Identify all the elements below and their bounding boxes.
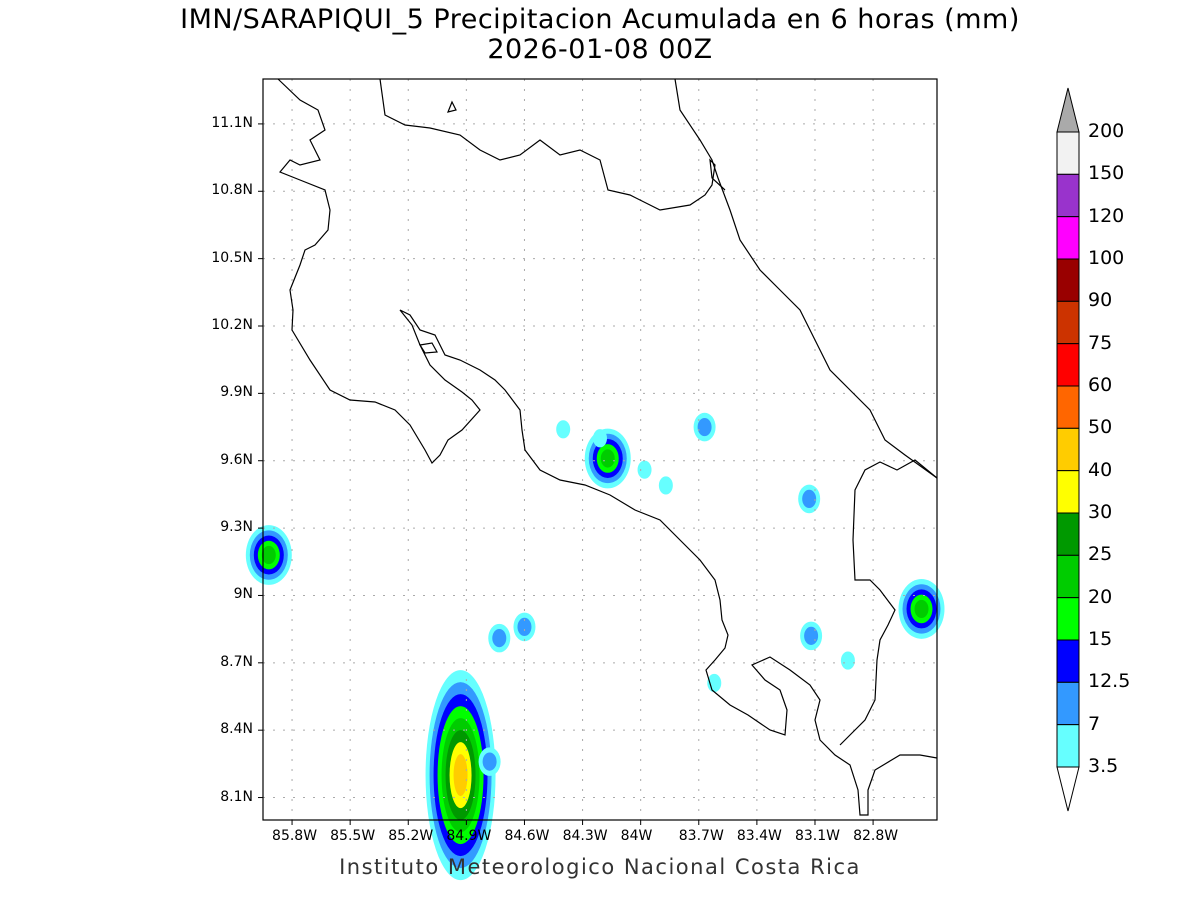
coastline bbox=[379, 78, 726, 211]
lon-tick-label: 83.1W bbox=[794, 828, 840, 844]
colorbar-label: 50 bbox=[1088, 416, 1113, 439]
precip-contour bbox=[261, 545, 276, 565]
lat-tick-label: 9.9N bbox=[220, 384, 253, 401]
colorbar-segment bbox=[1056, 554, 1080, 599]
colorbar-segment bbox=[1056, 131, 1080, 175]
lon-tick-label: 85.8W bbox=[272, 828, 318, 844]
lat-tick-label: 8.4N bbox=[220, 721, 253, 738]
lon-tick-label: 83.7W bbox=[678, 828, 724, 844]
lat-tick-label: 8.1N bbox=[220, 788, 253, 805]
coastline bbox=[277, 78, 938, 816]
colorbar-label: 90 bbox=[1088, 289, 1113, 312]
colorbar-label: 15 bbox=[1088, 628, 1113, 650]
lat-tick-label: 9.6N bbox=[220, 451, 253, 468]
coastline bbox=[839, 459, 938, 746]
lon-tick-label: 84.3W bbox=[562, 828, 608, 844]
precip-contour bbox=[658, 476, 673, 495]
precip-contour bbox=[697, 417, 712, 437]
lon-tick-label: 84.9W bbox=[446, 828, 492, 844]
lat-tick-label: 8.7N bbox=[220, 653, 253, 670]
colorbar-segment bbox=[1056, 597, 1080, 641]
lon-tick-label: 85.2W bbox=[388, 828, 434, 844]
colorbar-label: 100 bbox=[1088, 247, 1125, 269]
colorbar-label: 30 bbox=[1088, 501, 1113, 523]
lat-tick-label: 9.3N bbox=[220, 519, 253, 536]
colorbar-label: 150 bbox=[1088, 162, 1125, 185]
coastline bbox=[447, 100, 457, 113]
colorbar-segment bbox=[1056, 470, 1080, 514]
precip-contour bbox=[556, 420, 571, 439]
precip-contour bbox=[482, 752, 497, 771]
coastline bbox=[674, 78, 938, 479]
lon-tick-label: 82.8W bbox=[853, 828, 899, 844]
lon-tick-label: 84W bbox=[620, 828, 653, 844]
colorbar-segment bbox=[1056, 343, 1080, 387]
precip-contour bbox=[914, 599, 929, 619]
precip-contour bbox=[517, 617, 532, 636]
map-frame bbox=[262, 78, 938, 821]
precip-contour bbox=[600, 449, 615, 468]
colorbar-segment bbox=[1056, 300, 1080, 345]
precip-contour bbox=[802, 489, 817, 508]
precip-contour bbox=[840, 651, 855, 670]
colorbar-label: 120 bbox=[1088, 204, 1125, 227]
lat-tick-label: 9N bbox=[233, 586, 253, 603]
colorbar-label: 75 bbox=[1088, 331, 1113, 354]
colorbar-segment bbox=[1056, 385, 1080, 429]
colorbar-segment bbox=[1056, 173, 1080, 218]
lon-tick-label: 83.4W bbox=[736, 828, 782, 844]
colorbar-segment bbox=[1056, 216, 1080, 260]
precip-contour bbox=[637, 460, 652, 479]
colorbar-segment bbox=[1056, 639, 1080, 683]
colorbar-segment bbox=[1056, 427, 1080, 472]
lat-tick-label: 10.5N bbox=[211, 249, 253, 266]
colorbar-over-triangle bbox=[1056, 87, 1080, 133]
precip-contour bbox=[804, 626, 819, 645]
colorbar-label: 12.5 bbox=[1088, 670, 1131, 693]
map-title: IMN/SARAPIQUI_5 Precipitacion Acumulada … bbox=[180, 4, 1020, 35]
lon-tick-label: 85.5W bbox=[330, 828, 376, 844]
colorbar-under-triangle bbox=[1056, 766, 1080, 812]
colorbar-label: 25 bbox=[1088, 543, 1113, 566]
map-subtitle: 2026-01-08 00Z bbox=[487, 34, 713, 65]
coastline bbox=[419, 342, 438, 354]
colorbar-label: 200 bbox=[1088, 120, 1125, 142]
colorbar-label: 3.5 bbox=[1088, 755, 1119, 777]
lon-tick-label: 84.6W bbox=[504, 828, 550, 844]
colorbar-label: 7 bbox=[1088, 712, 1101, 735]
colorbar-label: 20 bbox=[1088, 585, 1113, 608]
lat-tick-label: 10.8N bbox=[211, 182, 253, 199]
precip-contour bbox=[453, 754, 468, 797]
colorbar-segment bbox=[1056, 681, 1080, 726]
colorbar-segment bbox=[1056, 724, 1080, 768]
colorbar-segment bbox=[1056, 512, 1080, 556]
colorbar-label: 40 bbox=[1088, 458, 1113, 481]
colorbar-segment bbox=[1056, 258, 1080, 302]
lat-tick-label: 11.1N bbox=[211, 114, 253, 131]
colorbar-label: 60 bbox=[1088, 374, 1113, 396]
credit-text: Instituto Meteorologico Nacional Costa R… bbox=[339, 855, 861, 879]
precip-contour bbox=[492, 629, 507, 648]
precip-contour bbox=[593, 429, 607, 448]
lat-tick-label: 10.2N bbox=[211, 317, 253, 333]
